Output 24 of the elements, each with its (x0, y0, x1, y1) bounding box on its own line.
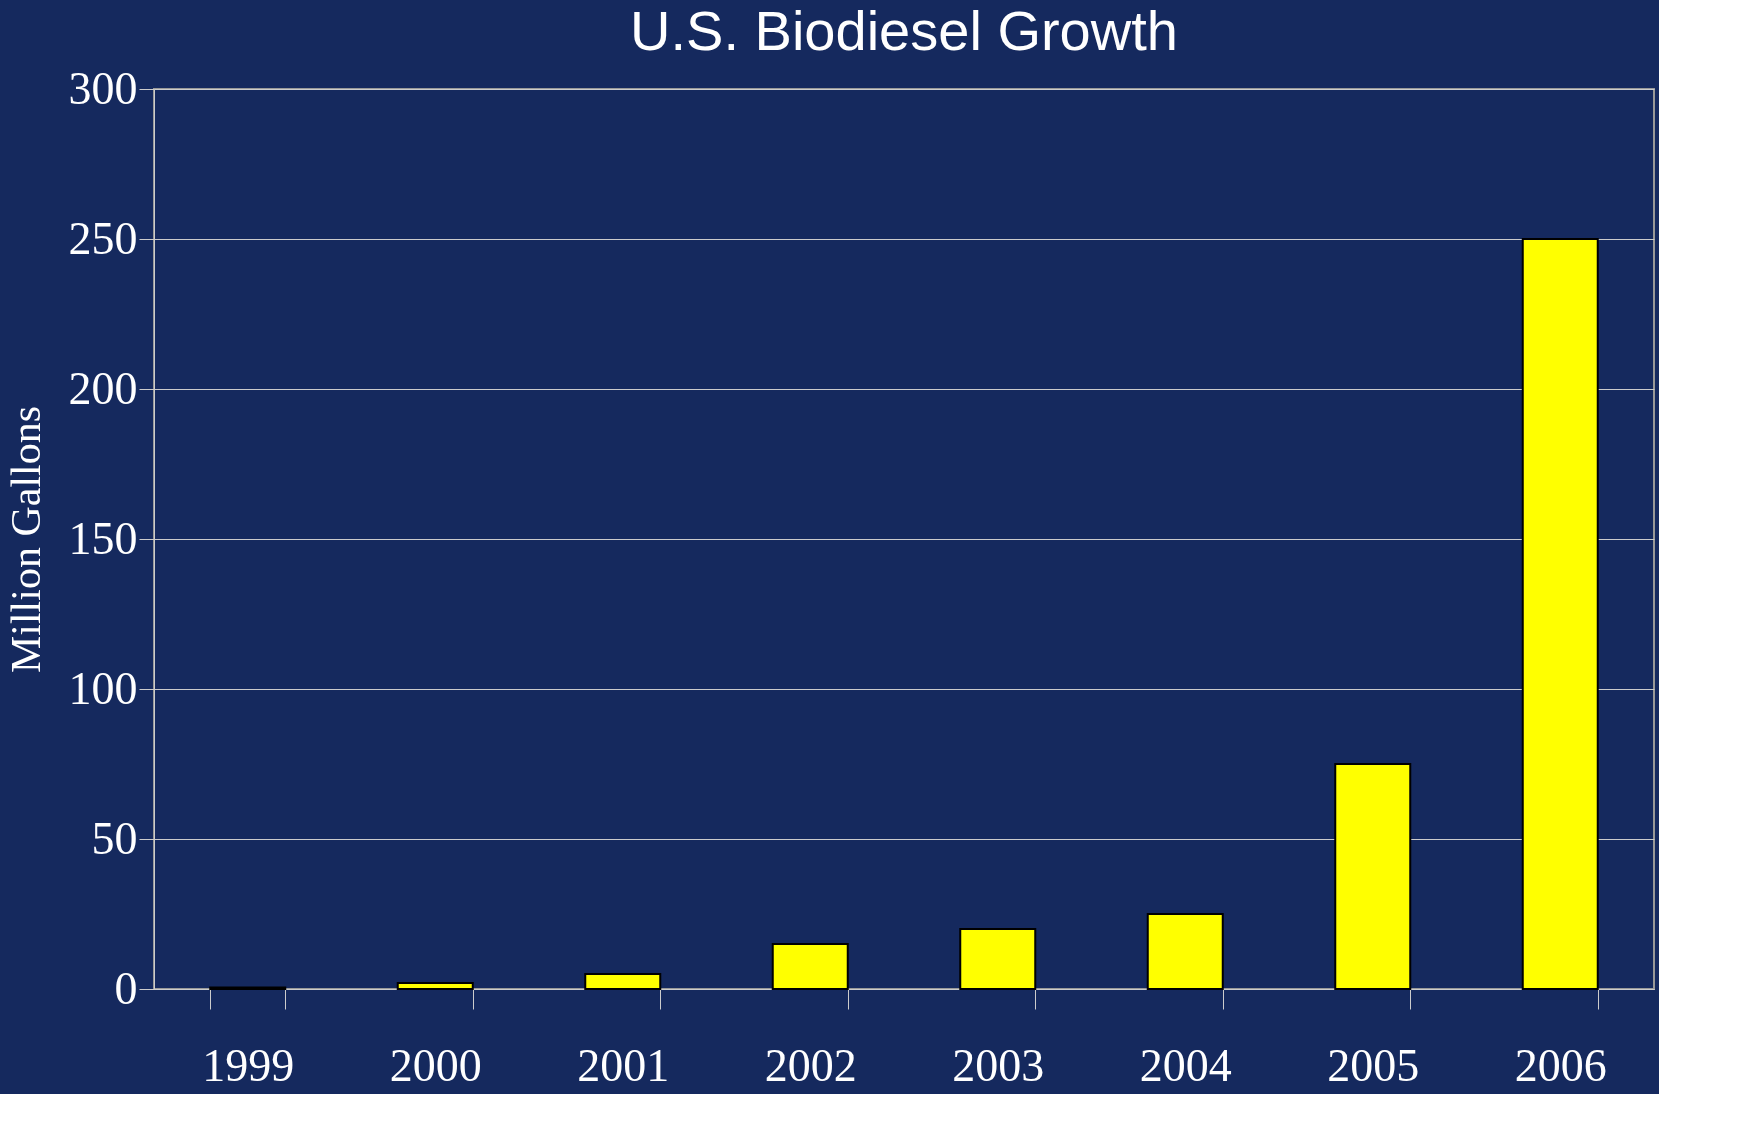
bar (1146, 913, 1224, 990)
x-tick-label: 2002 (764, 1039, 857, 1091)
bar (1334, 763, 1412, 990)
y-tick-label: 150 (68, 512, 138, 564)
x-tick-label: 2001 (577, 1039, 670, 1091)
chart-title: U.S. Biodiesel Growth (630, 0, 1178, 62)
bar (959, 928, 1037, 990)
x-tick-label: 2004 (1139, 1039, 1232, 1091)
y-tick-label: 300 (68, 62, 138, 114)
y-tick-label: 50 (91, 812, 138, 864)
y-tick-label: 200 (68, 362, 138, 414)
x-tick-label: 2003 (952, 1039, 1045, 1091)
x-tick-label: 2005 (1327, 1039, 1420, 1091)
bar (396, 982, 474, 990)
bar (584, 973, 662, 990)
x-tick-label: 2000 (389, 1039, 482, 1091)
x-tick-label: 1999 (202, 1039, 295, 1091)
bar (1521, 238, 1599, 990)
y-tick-label: 0 (114, 962, 138, 1014)
bar (771, 943, 849, 990)
y-tick-label: 100 (68, 662, 138, 714)
y-tick-label: 250 (68, 212, 138, 264)
y-axis-title: Million Gallons (2, 405, 49, 674)
x-tick-label: 2006 (1514, 1039, 1607, 1091)
